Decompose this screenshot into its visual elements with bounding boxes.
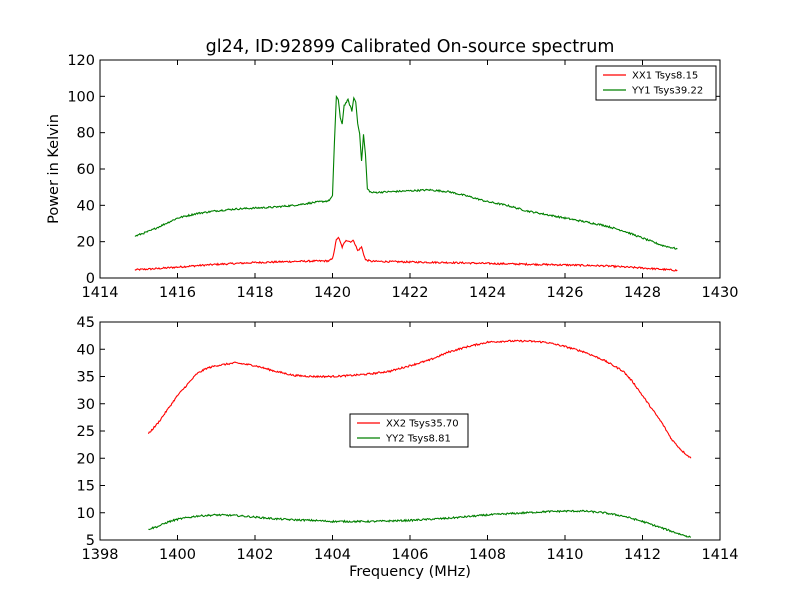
bottom-plot-y-tick-label: 25: [77, 424, 95, 440]
top-plot-legend: XX1 Tsys8.15 YY1 Tsys39.22: [595, 65, 717, 101]
top-plot-x-tick-label: 1414: [82, 285, 119, 301]
top-plot-x-axis: 1414 1416 1418 1420 1422 1424 1426 1428 1430: [82, 60, 739, 301]
bottom-plot-y-tick-label: 10: [77, 506, 95, 522]
bottom-plot: 1398 1400 1402 1404 1406 1408 1410 1412 1414 5 10…: [77, 315, 739, 580]
top-plot-y-axis: 0 20 40 60 80 100 120: [67, 53, 720, 287]
bottom-plot-legend: XX2 Tsys35.70 YY2 Tsys8.81: [349, 413, 469, 448]
top-plot-x-tick-label: 1426: [547, 285, 584, 301]
top-plot-x-tick-label: 1416: [159, 285, 196, 301]
top-plot-y-tick-label: 100: [67, 89, 95, 105]
bottom-plot-x-axis: 1398 1400 1402 1404 1406 1408 1410 1412 1414: [82, 322, 739, 563]
top-plot-x-tick-label: 1430: [702, 285, 739, 301]
top-plot: 1414 1416 1418 1420 1422 1424 1426 1428 1430 0 20…: [46, 53, 738, 301]
legend-label-xx1: XX1 Tsys8.15: [632, 71, 698, 82]
top-plot-y-tick-label: 80: [77, 126, 95, 142]
legend-label-xx2: XX2 Tsys35.70: [386, 419, 459, 430]
top-plot-series-line-1: [134, 94, 678, 250]
bottom-plot-series-line-0: [147, 339, 692, 459]
x-axis-title: Frequency (MHz): [349, 564, 471, 580]
legend-label-yy1: YY1 Tsys39.22: [631, 86, 703, 97]
bottom-plot-x-tick-label: 1404: [314, 547, 351, 563]
bottom-plot-x-tick-label: 1412: [624, 547, 661, 563]
top-plot-y-tick-label: 120: [67, 53, 95, 69]
bottom-plot-x-tick-label: 1398: [82, 547, 119, 563]
legend-label-yy2: YY2 Tsys8.81: [385, 434, 451, 445]
bottom-plot-y-tick-label: 15: [77, 479, 95, 495]
bottom-plot-series: [147, 339, 692, 538]
chart-title: gl24, ID:92899 Calibrated On-source spec…: [206, 37, 615, 57]
top-plot-series: [134, 94, 678, 272]
top-plot-x-tick-label: 1428: [624, 285, 661, 301]
bottom-plot-x-tick-label: 1414: [702, 547, 739, 563]
top-plot-y-axis-title: Power in Kelvin: [46, 114, 62, 224]
bottom-plot-x-tick-label: 1410: [547, 547, 584, 563]
top-plot-y-tick-label: 40: [77, 198, 95, 214]
bottom-plot-y-tick-label: 45: [77, 315, 95, 331]
bottom-plot-y-tick-label: 5: [86, 533, 95, 549]
top-plot-x-tick-label: 1422: [392, 285, 429, 301]
bottom-plot-y-tick-label: 40: [77, 342, 95, 358]
top-plot-y-tick-label: 0: [86, 271, 95, 287]
top-plot-x-tick-label: 1418: [237, 285, 274, 301]
top-plot-x-tick-label: 1420: [314, 285, 351, 301]
bottom-plot-y-tick-label: 30: [77, 397, 95, 413]
bottom-plot-x-tick-label: 1408: [469, 547, 506, 563]
bottom-plot-y-axis: 5 10 15 20 25 30 35 40 45: [77, 315, 720, 549]
bottom-plot-y-tick-label: 20: [77, 451, 95, 467]
bottom-plot-x-tick-label: 1402: [237, 547, 274, 563]
top-plot-series-line-0: [134, 236, 678, 272]
top-plot-y-tick-label: 20: [77, 235, 95, 251]
bottom-plot-x-tick-label: 1400: [159, 547, 196, 563]
top-plot-y-tick-label: 60: [77, 162, 95, 178]
bottom-plot-series-line-1: [148, 509, 692, 538]
bottom-plot-y-tick-label: 35: [77, 370, 95, 386]
bottom-plot-x-tick-label: 1406: [392, 547, 429, 563]
top-plot-x-tick-label: 1424: [469, 285, 506, 301]
